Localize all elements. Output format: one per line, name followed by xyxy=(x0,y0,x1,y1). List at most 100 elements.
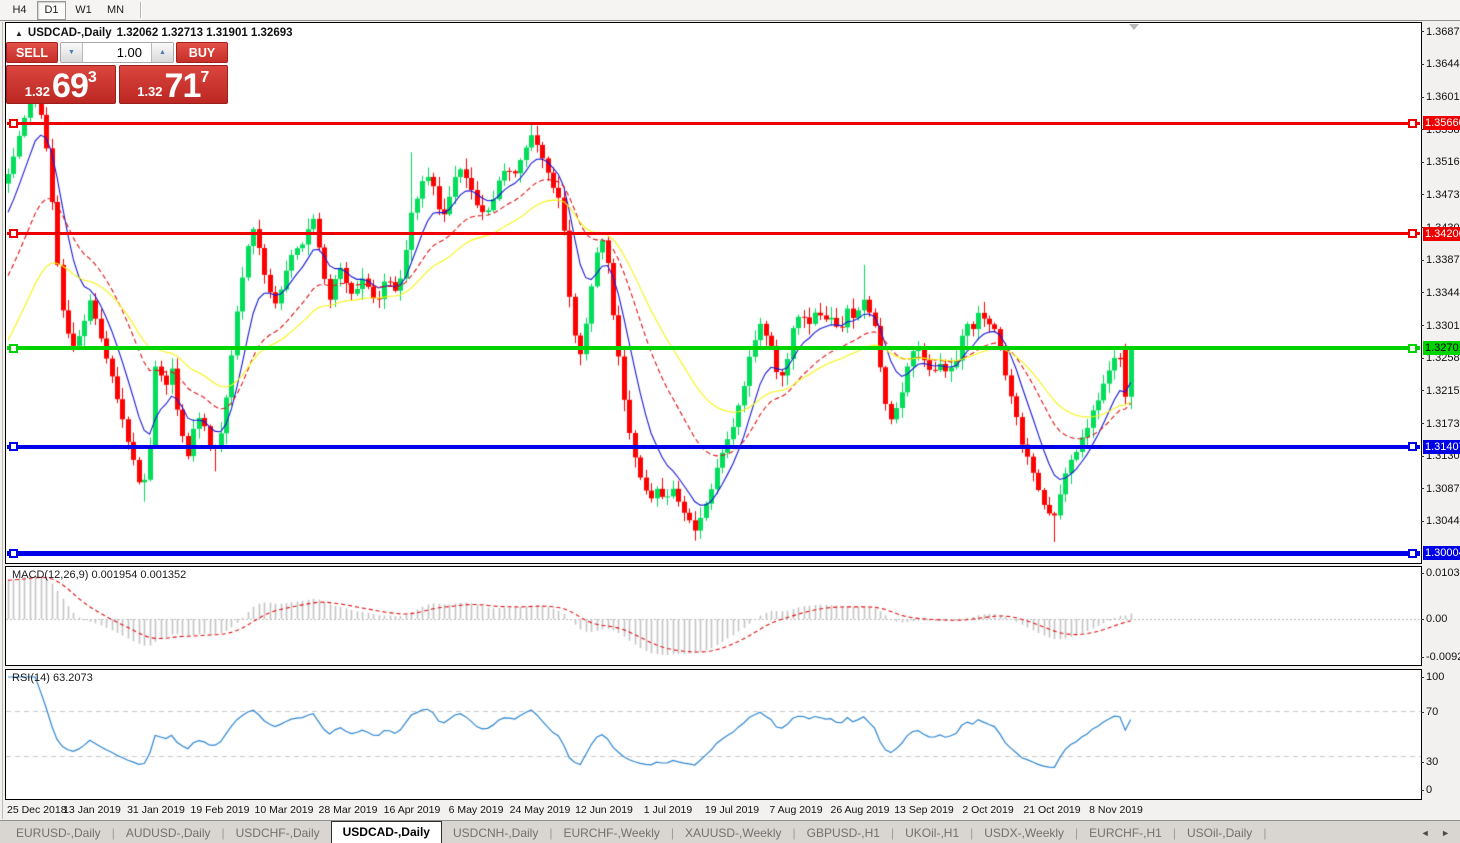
sell-button[interactable]: SELL xyxy=(6,42,58,63)
horizontal-level-line[interactable] xyxy=(7,232,1420,236)
sell-price-prefix: 1.32 xyxy=(24,84,51,99)
timeframe-button-mn[interactable]: MN xyxy=(106,4,125,16)
level-line-handle[interactable] xyxy=(1408,442,1417,451)
indicator-scale-label: 0 xyxy=(1421,784,1432,796)
buy-price-box[interactable]: 1.32 71 7 xyxy=(118,65,228,104)
price-chart-canvas[interactable] xyxy=(6,23,1421,563)
date-axis-label: 24 May 2019 xyxy=(509,804,571,816)
tab-scroll-right-icon[interactable]: ► xyxy=(1441,828,1450,838)
level-price-tag: 1.35660 xyxy=(1423,116,1460,131)
indicator-scale-label: 100 xyxy=(1421,671,1444,683)
date-axis-label: 12 Jun 2019 xyxy=(575,804,633,816)
date-axis-label: 8 Nov 2019 xyxy=(1089,804,1143,816)
tab-separator: | xyxy=(1263,826,1267,840)
level-line-handle[interactable] xyxy=(1408,229,1417,239)
price-tick-label: 1.32150 xyxy=(1421,385,1460,397)
price-tick-label: 1.33010 xyxy=(1421,320,1460,332)
horizontal-level-line[interactable] xyxy=(7,346,1420,351)
chart-tab-xauusd-weekly[interactable]: XAUUSD-,Weekly xyxy=(685,826,782,840)
date-axis-label: 16 Apr 2019 xyxy=(383,804,441,816)
date-axis-label: 19 Feb 2019 xyxy=(190,804,250,816)
date-axis-label: 13 Sep 2019 xyxy=(894,804,954,816)
rsi-canvas[interactable] xyxy=(6,670,1421,799)
volume-decrease-button[interactable]: ▼ xyxy=(61,43,83,62)
chart-tab-ukoil-h1[interactable]: UKOil-,H1 xyxy=(905,826,960,840)
chart-tab-usdcad-daily[interactable]: USDCAD-,Daily xyxy=(330,821,442,843)
level-line-handle[interactable] xyxy=(9,119,18,128)
buy-price-prefix: 1.32 xyxy=(137,84,163,99)
shift-marker-icon[interactable] xyxy=(1129,24,1139,30)
date-axis-label: 6 May 2019 xyxy=(448,804,504,816)
chart-tab-gbpusd-h1[interactable]: GBPUSD-,H1 xyxy=(806,826,880,840)
indicator-scale-label: 0.010311 xyxy=(1421,567,1460,579)
timeframe-button-d1[interactable]: D1 xyxy=(37,0,66,20)
macd-panel: MACD(12,26,9) 0.001954 0.001352 xyxy=(5,566,1422,666)
horizontal-level-line[interactable] xyxy=(7,444,1420,449)
volume-stepper: ▼ 1.00 ▲ xyxy=(60,42,174,63)
chart-tab-usdcnh-daily[interactable]: USDCNH-,Daily xyxy=(452,826,539,840)
timeframe-button-w1[interactable]: W1 xyxy=(75,4,92,16)
tab-separator: | xyxy=(1075,826,1079,840)
level-line-handle[interactable] xyxy=(9,229,18,239)
date-axis-label: 13 Jan 2019 xyxy=(63,804,121,816)
date-axis-label: 25 Dec 2018 xyxy=(7,804,67,816)
chart-tab-audusd-daily[interactable]: AUDUSD-,Daily xyxy=(125,826,211,840)
chart-tab-usdx-weekly[interactable]: USDX-,Weekly xyxy=(984,826,1065,840)
chart-tab-usdchf-daily[interactable]: USDCHF-,Daily xyxy=(235,826,320,840)
tab-separator: | xyxy=(890,826,895,840)
level-line-handle[interactable] xyxy=(9,548,18,558)
chart-ohlc-values: 1.32062 1.32713 1.31901 1.32693 xyxy=(116,27,293,39)
timeframe-button-h4[interactable]: H4 xyxy=(12,4,27,16)
tab-separator: | xyxy=(970,826,974,840)
tab-separator: | xyxy=(111,826,115,840)
date-axis-label: 2 Oct 2019 xyxy=(962,804,1014,816)
chart-tab-eurchf-h1[interactable]: EURCHF-,H1 xyxy=(1089,826,1162,840)
timeframe-toolbar: H4 D1 W1 MN xyxy=(0,0,1460,21)
tab-separator: | xyxy=(221,826,225,840)
volume-input[interactable]: 1.00 xyxy=(83,43,151,62)
tab-scroll-left-icon[interactable]: ◄ xyxy=(1420,828,1430,838)
one-click-trade-panel: SELL ▼ 1.00 ▲ BUY 1.32 69 3 1.32 71 7 xyxy=(6,42,228,104)
date-axis-label: 10 Mar 2019 xyxy=(254,804,314,816)
level-price-tag: 1.30004 xyxy=(1423,546,1460,561)
buy-button[interactable]: BUY xyxy=(176,42,228,63)
price-tick-label: 1.30440 xyxy=(1421,515,1460,527)
macd-canvas[interactable] xyxy=(6,567,1421,665)
level-price-tag: 1.31407 xyxy=(1423,439,1460,454)
chart-tab-usoil-daily[interactable]: USOil-,Daily xyxy=(1186,826,1253,840)
chart-tab-bar: EURUSD-,Daily | AUDUSD-,Daily | USDCHF-,Dail… xyxy=(0,820,1460,843)
date-axis-label: 1 Jul 2019 xyxy=(643,804,693,816)
volume-increase-button[interactable]: ▲ xyxy=(151,43,173,62)
price-tick-label: 1.34730 xyxy=(1421,189,1460,201)
price-tick-label: 1.35160 xyxy=(1421,156,1460,168)
window-edge-line xyxy=(2,22,3,819)
date-axis-label: 7 Aug 2019 xyxy=(769,804,823,816)
tab-separator: | xyxy=(670,826,675,840)
date-axis-label: 31 Jan 2019 xyxy=(127,804,185,816)
sell-price-box[interactable]: 1.32 69 3 xyxy=(6,65,116,104)
price-tick-label: 1.31730 xyxy=(1421,418,1460,430)
horizontal-level-line[interactable] xyxy=(7,550,1420,556)
date-axis-label: 19 Jul 2019 xyxy=(704,804,760,816)
level-line-handle[interactable] xyxy=(1408,548,1417,558)
indicator-scale-label: 0.00 xyxy=(1421,613,1447,625)
level-line-handle[interactable] xyxy=(9,343,18,353)
level-line-handle[interactable] xyxy=(1408,119,1417,128)
chart-tab-eurchf-weekly[interactable]: EURCHF-,Weekly xyxy=(563,826,660,840)
price-scale[interactable]: 1.368701.364401.360101.355801.351601.347… xyxy=(1421,22,1460,801)
collapse-triangle-icon[interactable]: ▲ xyxy=(15,28,23,38)
price-tick-label: 1.36010 xyxy=(1421,91,1460,103)
indicator-scale-label: 70 xyxy=(1421,706,1438,718)
chart-tab-eurusd-daily[interactable]: EURUSD-,Daily xyxy=(16,826,101,840)
horizontal-level-line[interactable] xyxy=(7,122,1420,125)
level-line-handle[interactable] xyxy=(1408,343,1417,353)
macd-label: MACD(12,26,9) 0.001954 0.001352 xyxy=(12,569,187,581)
indicator-scale-label: -0.00920 xyxy=(1421,651,1460,663)
date-axis-label: 21 Oct 2019 xyxy=(1023,804,1081,816)
level-line-handle[interactable] xyxy=(9,442,18,451)
date-axis-label: 26 Aug 2019 xyxy=(830,804,890,816)
price-tick-label: 1.36870 xyxy=(1421,26,1460,38)
sell-price-sup: 3 xyxy=(87,69,97,86)
